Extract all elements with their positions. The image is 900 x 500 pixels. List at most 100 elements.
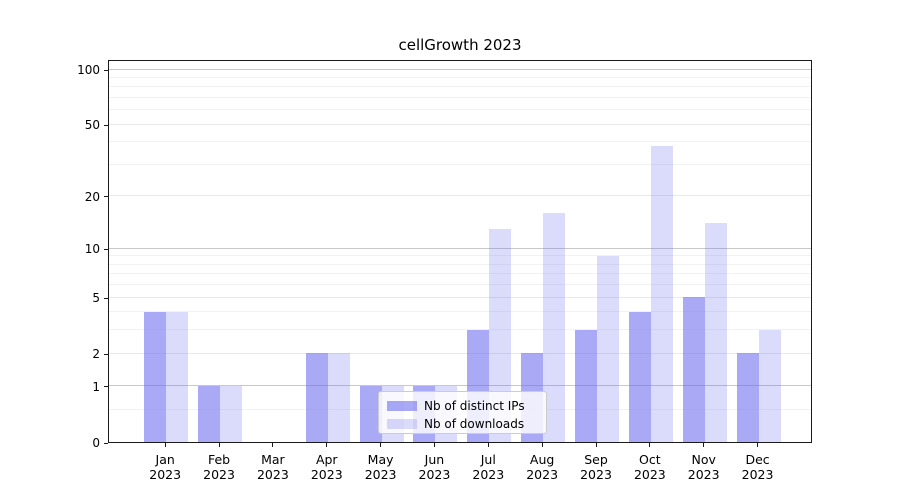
y-tick-label: 0 [92, 436, 100, 450]
y-tick-label: 1 [92, 379, 100, 394]
x-tick-label: Oct 2023 [618, 452, 682, 482]
gridline-minor [109, 163, 811, 165]
bar [628, 311, 651, 442]
gridline-minor [109, 86, 811, 88]
x-tick-label: Jan 2023 [133, 452, 197, 482]
gridline-minor [109, 109, 811, 111]
x-tick-mark [541, 443, 543, 447]
gridline [109, 247, 811, 249]
bar [198, 386, 221, 442]
gridline-minor [109, 263, 811, 265]
plot-area [108, 60, 812, 443]
x-tick-month: Aug [529, 452, 555, 467]
bar [220, 386, 243, 442]
y-tick-mark [104, 248, 108, 250]
gridline-minor [109, 273, 811, 275]
x-tick-month: Sep [584, 452, 608, 467]
x-tick-year: 2023 [149, 467, 182, 482]
x-tick-month: May [367, 452, 394, 467]
gridline [109, 352, 811, 354]
x-tick-year: 2023 [203, 467, 235, 482]
x-tick-mark [164, 443, 166, 447]
x-tick-year: 2023 [472, 467, 505, 482]
gridline-minor [109, 284, 811, 286]
bar [597, 255, 619, 442]
chart-title: cellGrowth 2023 [398, 36, 522, 54]
x-tick-label: Mar 2023 [241, 452, 305, 482]
bar [682, 297, 705, 442]
x-tick-label: Apr 2023 [295, 452, 359, 482]
y-tick-mark [104, 297, 108, 299]
bar [575, 330, 597, 442]
bar [327, 353, 350, 442]
x-tick-label: Dec 2023 [726, 452, 790, 482]
legend-label: Nb of distinct IPs [424, 399, 525, 413]
legend-label: Nb of downloads [424, 417, 525, 431]
bar [166, 311, 189, 442]
bar [704, 223, 727, 442]
y-tick-label: 10 [84, 242, 100, 257]
x-tick-year: 2023 [364, 467, 397, 482]
y-tick-mark [104, 353, 108, 355]
x-tick-month: Mar [261, 452, 285, 467]
x-tick-label: Aug 2023 [510, 452, 574, 482]
legend-swatch-downloads [387, 419, 417, 429]
x-tick-mark [380, 443, 382, 447]
legend: Nb of distinct IPs Nb of downloads [378, 391, 547, 434]
x-tick-label: Jul 2023 [456, 452, 520, 482]
legend-swatch-distinct-ips [387, 401, 417, 411]
x-tick-month: Apr [315, 452, 338, 467]
x-tick-month: Jan [155, 452, 175, 467]
x-tick-month: Feb [207, 452, 231, 467]
y-tick-mark [104, 69, 108, 71]
x-tick-mark [649, 443, 651, 447]
y-tick-label: 50 [84, 118, 100, 133]
x-tick-month: Jul [480, 452, 496, 467]
x-tick-mark [218, 443, 220, 447]
x-tick-year: 2023 [687, 467, 720, 482]
x-tick-label: Jun 2023 [402, 452, 466, 482]
x-tick-year: 2023 [741, 467, 774, 482]
x-tick-month: Oct [639, 452, 661, 467]
x-tick-label: May 2023 [349, 452, 413, 482]
x-tick-mark [757, 443, 759, 447]
x-tick-year: 2023 [418, 467, 451, 482]
gridline-minor [109, 76, 811, 78]
y-tick-label: 2 [92, 347, 100, 362]
bar [489, 228, 512, 442]
gridline-minor [109, 329, 811, 331]
gridline [109, 195, 811, 197]
y-tick-mark [104, 386, 108, 388]
bar [758, 330, 781, 442]
y-tick-mark [104, 442, 108, 444]
x-tick-label: Sep 2023 [564, 452, 628, 482]
x-tick-year: 2023 [526, 467, 559, 482]
gridline-minor [109, 97, 811, 98]
x-tick-mark [272, 443, 274, 447]
y-tick-label: 5 [92, 291, 100, 306]
legend-item-distinct-ips: Nb of distinct IPs [387, 398, 538, 414]
gridline-minor [109, 311, 811, 313]
x-tick-year: 2023 [256, 467, 289, 482]
bar [543, 213, 566, 442]
gridline [109, 68, 811, 70]
y-tick-label: 20 [84, 189, 100, 204]
x-tick-year: 2023 [580, 467, 612, 482]
x-tick-year: 2023 [310, 467, 343, 482]
y-tick-label: 100 [77, 63, 100, 77]
x-tick-mark [326, 443, 328, 447]
bar [650, 145, 673, 442]
y-tick-mark [104, 196, 108, 198]
x-tick-mark [487, 443, 489, 447]
bar [359, 386, 382, 442]
gridline [109, 385, 811, 387]
gridline-minor [109, 141, 811, 143]
bar [305, 353, 328, 442]
x-tick-mark [703, 443, 705, 447]
x-tick-month: Dec [745, 452, 770, 467]
x-tick-month: Nov [691, 452, 716, 467]
bar [736, 353, 759, 442]
x-tick-year: 2023 [633, 467, 666, 482]
gridline [109, 123, 811, 125]
